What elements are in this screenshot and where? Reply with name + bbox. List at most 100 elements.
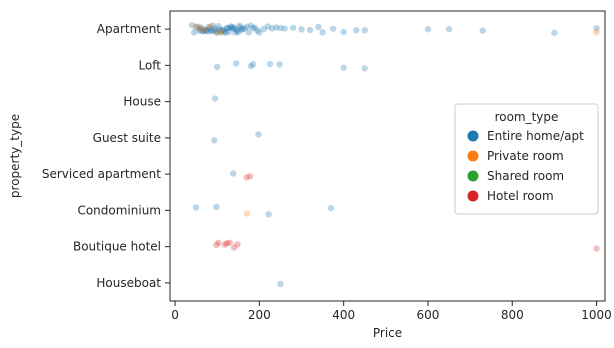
data-point-entire-home-apt-44 xyxy=(238,26,245,33)
data-point-entire-home-apt-78 xyxy=(266,60,274,68)
data-point-entire-home-apt-28 xyxy=(221,29,228,36)
data-point-entire-home-apt-59 xyxy=(281,25,288,32)
data-point-entire-home-apt-18 xyxy=(210,27,218,34)
data-point-entire-home-apt-13 xyxy=(205,23,212,31)
data-point-entire-home-apt-27 xyxy=(220,26,227,33)
data-point-entire-home-apt-69 xyxy=(424,26,432,33)
x-tick-label-1000: 1000 xyxy=(581,308,612,322)
data-point-entire-home-apt-46 xyxy=(241,25,248,32)
data-point-entire-home-apt-33 xyxy=(226,24,234,31)
data-point-entire-home-apt-76 xyxy=(247,62,255,70)
data-point-entire-home-apt-7 xyxy=(199,27,206,35)
data-point-entire-home-apt-48 xyxy=(245,29,253,36)
data-point-entire-home-apt-23 xyxy=(216,26,223,33)
data-point-entire-home-apt-86 xyxy=(192,204,200,211)
data-point-entire-home-apt-84 xyxy=(255,131,262,138)
data-point-entire-home-apt-87 xyxy=(213,203,220,211)
legend-label-entire-home-apt: Entire home/apt xyxy=(487,129,584,143)
data-point-entire-home-apt-17 xyxy=(209,22,217,29)
data-point-entire-home-apt-1 xyxy=(190,29,198,36)
data-point-private-room-2 xyxy=(201,26,208,34)
x-tick-label-0: 0 xyxy=(171,308,179,322)
data-point-private-room-4 xyxy=(214,29,221,36)
y-tick-label-loft: Loft xyxy=(138,58,161,72)
points-layer xyxy=(188,21,600,288)
legend-label-shared-room: Shared room xyxy=(487,169,564,183)
y-tick-label-guest-suite: Guest suite xyxy=(93,131,161,145)
x-tick-label-800: 800 xyxy=(501,308,524,322)
data-point-entire-home-apt-3 xyxy=(195,23,202,31)
legend-label-hotel-room: Hotel room xyxy=(487,189,554,203)
data-point-entire-home-apt-24 xyxy=(217,29,224,36)
data-point-entire-home-apt-71 xyxy=(479,27,486,34)
data-point-entire-home-apt-55 xyxy=(264,23,271,30)
data-point-private-room-3 xyxy=(207,23,215,30)
data-point-entire-home-apt-40 xyxy=(234,27,241,35)
data-point-entire-home-apt-53 xyxy=(256,29,263,36)
data-point-entire-home-apt-81 xyxy=(361,65,368,72)
data-point-entire-home-apt-34 xyxy=(227,23,235,30)
data-point-entire-home-apt-70 xyxy=(445,25,453,33)
data-point-private-room-1 xyxy=(197,25,204,32)
y-tick-label-apartment: Apartment xyxy=(97,22,161,36)
data-point-entire-home-apt-25 xyxy=(218,27,225,34)
data-point-entire-home-apt-79 xyxy=(276,61,283,68)
data-point-entire-home-apt-61 xyxy=(298,26,305,33)
data-point-entire-home-apt-10 xyxy=(202,27,209,34)
data-point-entire-home-apt-49 xyxy=(247,22,255,29)
data-point-private-room-0 xyxy=(192,23,200,30)
data-point-entire-home-apt-54 xyxy=(260,26,267,33)
data-point-hotel-room-9 xyxy=(593,245,600,252)
legend-marker-hotel-room xyxy=(467,190,479,202)
data-point-entire-home-apt-83 xyxy=(211,137,218,144)
data-point-entire-home-apt-60 xyxy=(289,24,297,31)
data-point-hotel-room-7 xyxy=(230,244,238,251)
data-point-entire-home-apt-35 xyxy=(228,24,236,31)
data-point-entire-home-apt-26 xyxy=(219,27,226,34)
data-point-entire-home-apt-50 xyxy=(249,24,257,32)
data-point-entire-home-apt-14 xyxy=(206,24,213,32)
data-point-entire-home-apt-66 xyxy=(340,28,347,36)
data-point-entire-home-apt-4 xyxy=(196,27,203,35)
data-point-entire-home-apt-58 xyxy=(277,24,284,32)
data-point-entire-home-apt-56 xyxy=(268,25,276,32)
data-point-entire-home-apt-42 xyxy=(236,22,243,29)
data-point-entire-home-apt-80 xyxy=(340,64,347,71)
data-point-entire-home-apt-77 xyxy=(249,60,257,68)
y-tick-label-houseboat: Houseboat xyxy=(96,276,161,290)
data-point-entire-home-apt-63 xyxy=(315,23,322,31)
data-point-entire-home-apt-38 xyxy=(232,29,239,36)
data-point-entire-home-apt-2 xyxy=(192,24,200,31)
data-point-entire-home-apt-67 xyxy=(353,27,360,34)
data-point-entire-home-apt-82 xyxy=(211,95,219,102)
data-point-hotel-room-3 xyxy=(215,239,222,246)
data-point-entire-home-apt-43 xyxy=(237,24,244,31)
data-point-hotel-room-1 xyxy=(246,173,254,180)
data-point-entire-home-apt-73 xyxy=(593,25,600,32)
y-tick-label-serviced-apartment: Serviced apartment xyxy=(42,167,161,181)
legend-label-private-room: Private room xyxy=(487,149,564,163)
data-point-private-room-7 xyxy=(243,210,250,217)
data-point-entire-home-apt-88 xyxy=(265,211,272,218)
x-axis-label: Price xyxy=(373,326,402,340)
y-axis-label: property_type xyxy=(8,114,22,198)
y-tick-label-condominium: Condominium xyxy=(77,203,161,217)
data-point-entire-home-apt-29 xyxy=(222,29,229,36)
legend-marker-shared-room xyxy=(467,170,479,182)
data-point-entire-home-apt-52 xyxy=(254,27,261,34)
data-point-entire-home-apt-74 xyxy=(214,63,221,71)
data-point-entire-home-apt-19 xyxy=(211,25,219,33)
legend-marker-entire-home-apt xyxy=(467,130,479,142)
data-point-entire-home-apt-9 xyxy=(201,26,208,33)
data-point-entire-home-apt-20 xyxy=(213,29,220,36)
data-point-hotel-room-8 xyxy=(234,241,241,248)
data-point-private-room-6 xyxy=(593,29,600,36)
plot-frame xyxy=(169,10,606,302)
legend-title: room_type xyxy=(495,110,559,124)
x-tick-label-600: 600 xyxy=(417,308,440,322)
data-point-entire-home-apt-68 xyxy=(361,27,368,34)
y-tick-label-house: House xyxy=(123,95,161,109)
data-point-entire-home-apt-31 xyxy=(224,24,231,32)
